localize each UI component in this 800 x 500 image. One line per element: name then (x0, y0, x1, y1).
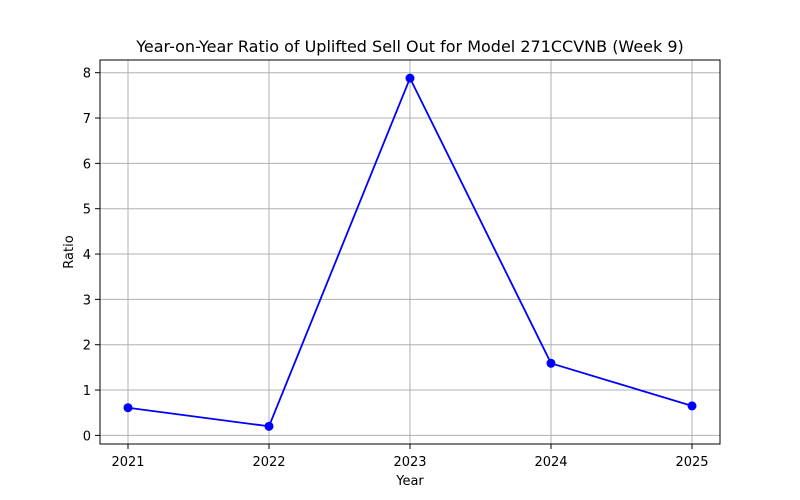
y-tick-label: 5 (83, 203, 91, 218)
y-tick-label: 2 (83, 339, 91, 354)
y-tick-label: 8 (83, 67, 91, 82)
y-tick-label: 6 (83, 157, 91, 172)
y-tick-label: 4 (83, 248, 91, 263)
x-tick-label: 2025 (675, 455, 708, 470)
data-point (264, 421, 274, 431)
y-axis-label: Ratio (62, 235, 77, 268)
y-tick-label: 7 (83, 112, 91, 127)
y-tick-label: 1 (83, 384, 91, 399)
data-point (405, 73, 415, 83)
y-axis: 0 1 2 3 4 5 6 7 8 (83, 67, 100, 444)
x-tick-label: 2023 (393, 455, 426, 470)
data-point (123, 403, 133, 413)
gridlines (100, 60, 720, 444)
series (123, 73, 697, 431)
x-tick-label: 2022 (252, 455, 285, 470)
x-tick-label: 2024 (534, 455, 567, 470)
data-point (546, 358, 556, 368)
x-axis-label: Year (395, 474, 424, 489)
x-tick-label: 2021 (111, 455, 144, 470)
y-tick-label: 0 (83, 429, 91, 444)
x-axis: 2021 2022 2023 2024 2025 (111, 444, 709, 470)
chart-title: Year-on-Year Ratio of Uplifted Sell Out … (135, 37, 684, 56)
data-point (687, 401, 697, 411)
y-tick-label: 3 (83, 293, 91, 308)
